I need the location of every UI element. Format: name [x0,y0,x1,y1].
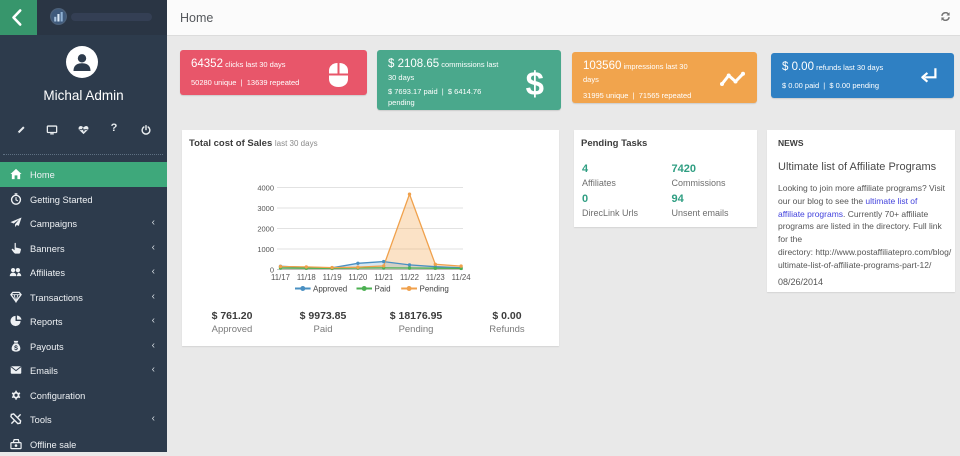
svg-text:11/18: 11/18 [297,273,316,282]
svg-text:Pending: Pending [420,285,449,294]
svg-text:11/24: 11/24 [452,273,472,282]
svg-text:11/17: 11/17 [271,273,290,282]
svg-text:2000: 2000 [257,225,274,234]
svg-text:11/21: 11/21 [374,273,393,282]
svg-text:11/19: 11/19 [323,273,342,282]
svg-text:Approved: Approved [313,285,347,294]
svg-text:Paid: Paid [375,285,391,294]
svg-text:0: 0 [270,266,274,275]
svg-text:11/20: 11/20 [348,273,368,282]
svg-text:11/22: 11/22 [400,273,419,282]
svg-text:11/23: 11/23 [426,273,445,282]
svg-text:3000: 3000 [257,204,274,213]
svg-text:4000: 4000 [257,184,274,193]
svg-text:1000: 1000 [257,245,274,254]
